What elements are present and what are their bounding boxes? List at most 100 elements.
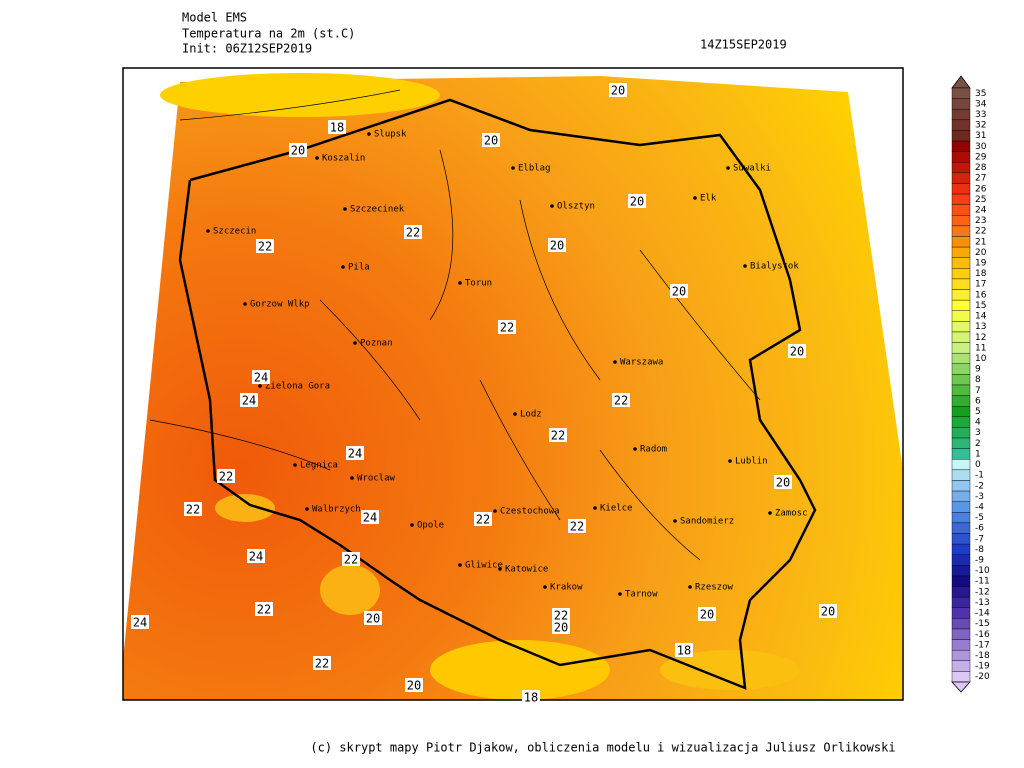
colorbar-label: 23 — [975, 216, 986, 226]
colorbar-swatch — [951, 639, 971, 651]
colorbar-label: 5 — [975, 407, 981, 417]
city-name: Koszalin — [322, 154, 365, 164]
colorbar-swatch — [951, 671, 971, 683]
city-dot — [633, 447, 637, 451]
colorbar-swatch — [951, 342, 971, 354]
footer: (c) skrypt mapy Piotr Djakow, obliczenia… — [310, 741, 895, 755]
city-name: Szczecinek — [350, 205, 405, 215]
city-dot — [243, 302, 247, 306]
contour-label: 24 — [133, 616, 147, 630]
colorbar-swatch — [951, 395, 971, 407]
colorbar-swatch — [951, 98, 971, 110]
city-name: Rzeszow — [695, 583, 734, 593]
colorbar-swatch — [951, 363, 971, 375]
city-name: Radom — [640, 445, 667, 455]
city-dot — [353, 341, 357, 345]
colorbar-swatch — [951, 204, 971, 216]
colorbar-label: 4 — [975, 418, 981, 428]
warm-patch — [160, 73, 440, 117]
colorbar-label: 7 — [975, 386, 981, 396]
colorbar-swatch — [951, 278, 971, 290]
init-time: Init: 06Z12SEP2019 — [182, 42, 312, 56]
mountain-patch — [215, 494, 275, 522]
contour-label-box — [549, 428, 567, 442]
contour-label: 22 — [344, 553, 358, 567]
city-dot — [513, 412, 517, 416]
colorbar-label: -10 — [975, 566, 990, 576]
colorbar-swatch — [951, 384, 971, 396]
colorbar-swatch — [951, 119, 971, 131]
colorbar-swatch — [951, 490, 971, 502]
colorbar-swatch — [951, 268, 971, 280]
colorbar-swatch — [951, 183, 971, 195]
city-name: Elblag — [518, 164, 551, 174]
city-name: Lublin — [735, 457, 768, 467]
city-name: Lodz — [520, 410, 542, 420]
contour-label-box — [240, 393, 258, 407]
contour-label: 20 — [672, 285, 686, 299]
contour-label: 22 — [186, 503, 200, 517]
city-name: Elk — [700, 194, 717, 204]
contour-label-box — [247, 549, 265, 563]
city-dot — [593, 506, 597, 510]
colorbar-label: -7 — [975, 534, 984, 544]
contour-label-box — [217, 469, 235, 483]
colorbar-label: 15 — [975, 301, 986, 311]
colorbar-label: 0 — [975, 460, 981, 470]
colorbar-label: 25 — [975, 195, 986, 205]
city-dot — [293, 463, 297, 467]
colorbar-label: 31 — [975, 131, 986, 141]
colorbar-swatch — [951, 448, 971, 460]
contour-label: 22 — [219, 470, 233, 484]
colorbar-label: 10 — [975, 354, 987, 364]
cities: Slupsk Koszalin Elblag Olsztyn Suwalki Elk Szc… — [206, 130, 808, 600]
contour-label: 20 — [790, 345, 804, 359]
colorbar-swatch — [951, 352, 971, 364]
contour-label-box — [404, 225, 422, 239]
contour-label: 18 — [524, 691, 538, 705]
colorbar-label: -5 — [975, 513, 984, 523]
colorbar-swatch — [951, 87, 971, 99]
contour-label: 20 — [407, 679, 421, 693]
colorbar-swatch — [951, 374, 971, 386]
colorbar-label: 30 — [975, 142, 987, 152]
variable: Temperatura na 2m (st.C) — [182, 27, 355, 41]
contour-label: 20 — [554, 621, 568, 635]
colorbar-bottom-arrow — [951, 681, 971, 693]
contour-label: 22 — [476, 513, 490, 527]
city-name: Legnica — [300, 461, 338, 471]
contour-label: 22 — [500, 321, 514, 335]
city-dot — [458, 563, 462, 567]
colorbar-label: -14 — [975, 609, 990, 619]
colorbar-swatch — [951, 406, 971, 418]
colorbar-label: 11 — [975, 343, 986, 353]
colorbar-swatch — [951, 649, 971, 661]
city-dot — [550, 204, 554, 208]
contour-label-box — [568, 519, 586, 533]
contour-label-box — [498, 320, 516, 334]
city-dot — [305, 507, 309, 511]
colorbar-swatch — [951, 628, 971, 640]
colorbar-swatch — [951, 469, 971, 481]
contour-label-box — [256, 239, 274, 253]
contour-label-box — [474, 512, 492, 526]
contour-label: 20 — [611, 84, 625, 98]
colorbar-swatch — [951, 565, 971, 577]
colorbar-swatch — [951, 289, 971, 301]
contour-label: 20 — [366, 612, 380, 626]
city-name: Walbrzych — [312, 505, 361, 515]
city-dot — [688, 585, 692, 589]
city-dot — [673, 519, 677, 523]
colorbar-swatch — [951, 618, 971, 630]
city-dot — [367, 132, 371, 136]
colorbar-label: -3 — [975, 492, 984, 502]
colorbar-swatch — [951, 162, 971, 174]
colorbar-swatch — [951, 310, 971, 322]
temperature-field — [123, 76, 903, 700]
colorbar-swatch — [951, 543, 971, 555]
contour-label: 22 — [551, 429, 565, 443]
contour-label-box — [346, 446, 364, 460]
contour-label-box — [819, 604, 837, 618]
city-name: Suwalki — [733, 164, 771, 174]
